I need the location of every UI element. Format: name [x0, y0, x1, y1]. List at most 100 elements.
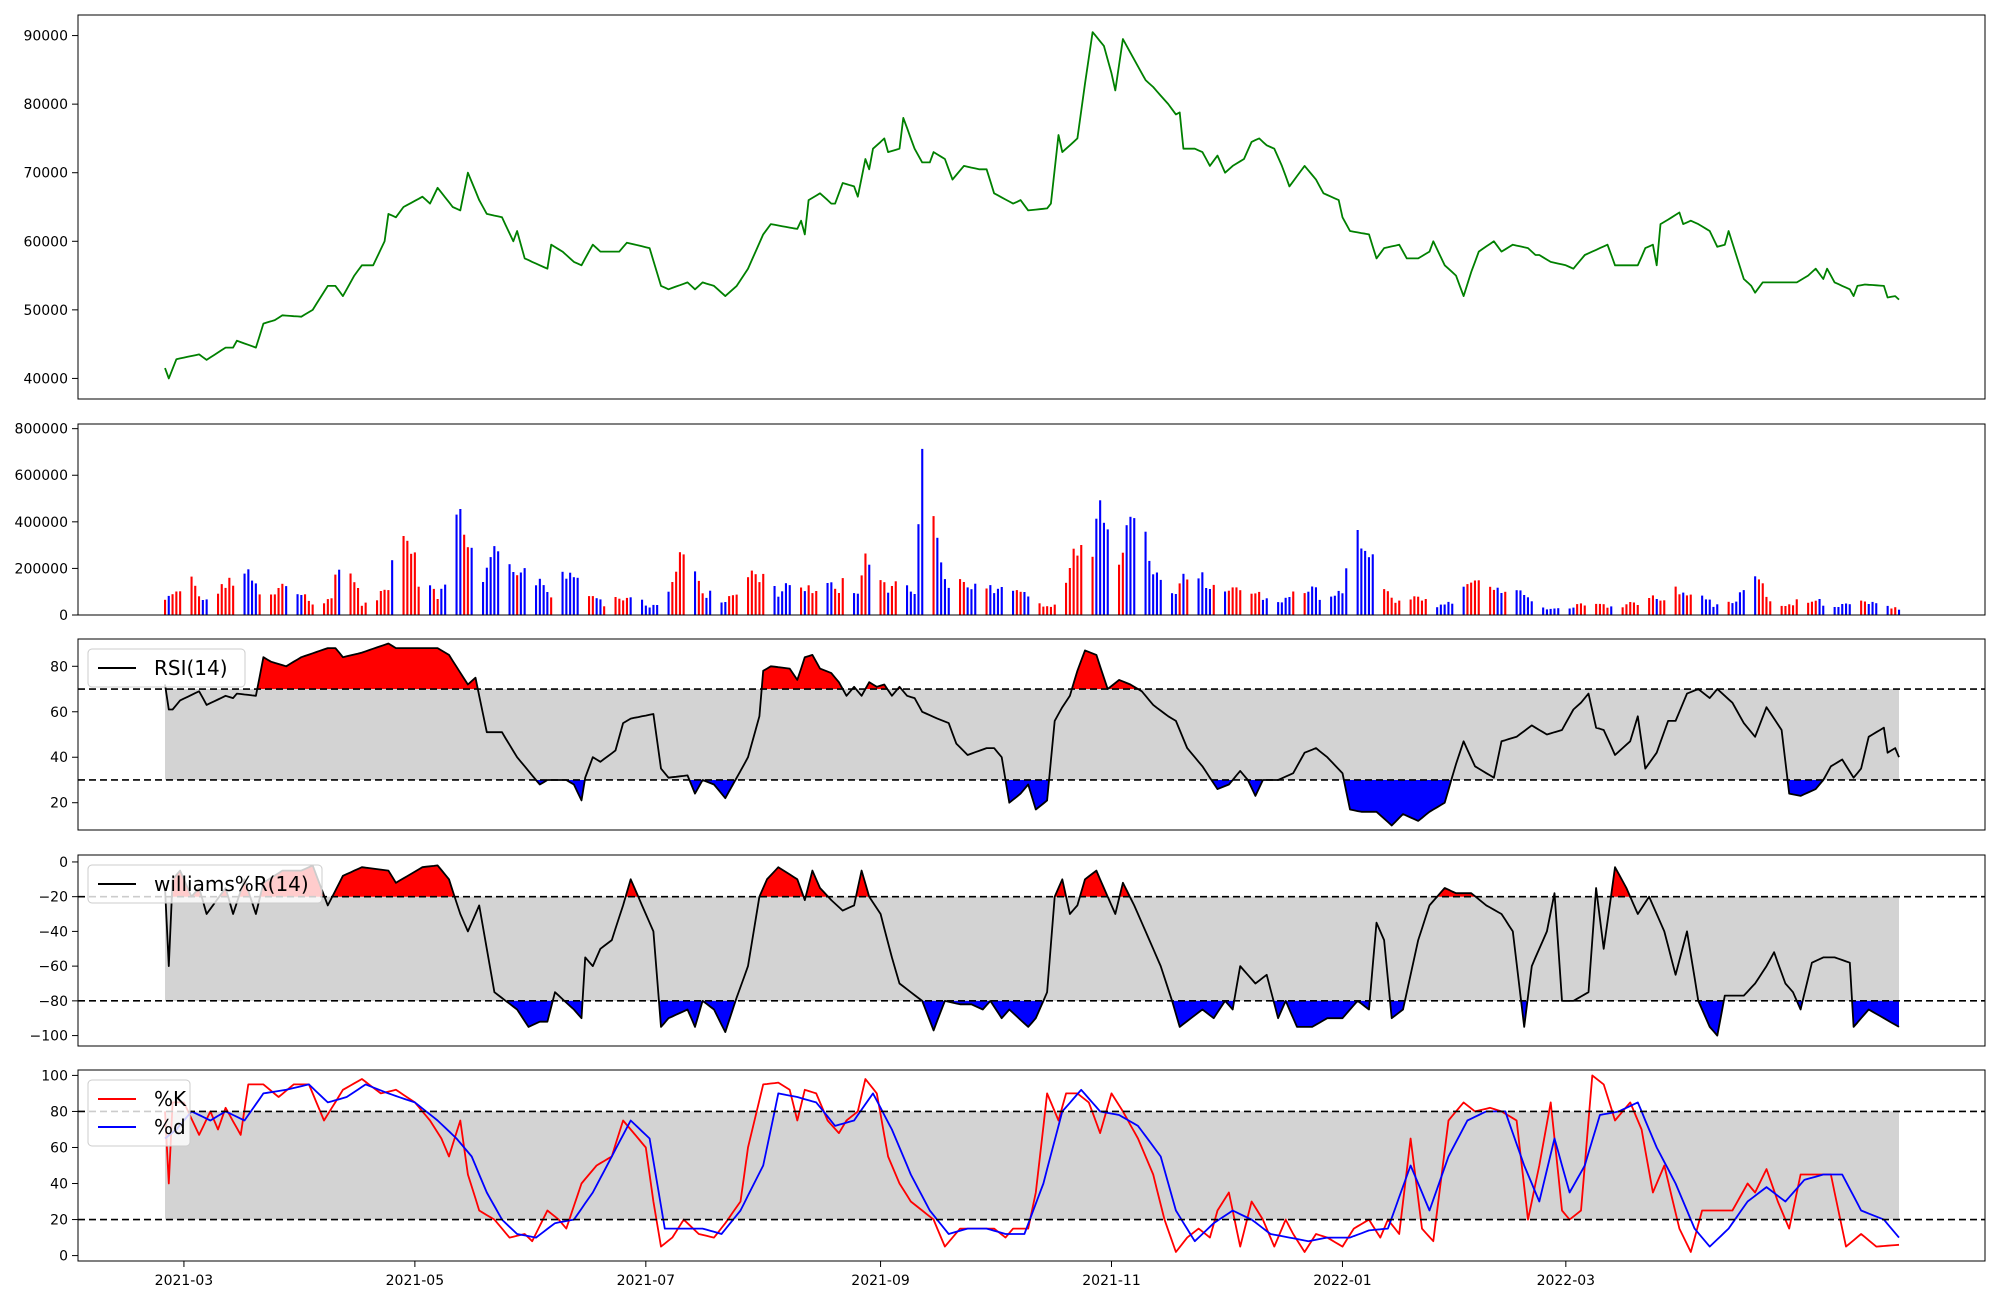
volume-bar — [1436, 607, 1439, 615]
volume-bar — [788, 585, 791, 615]
volume-bar — [1076, 555, 1079, 615]
volume-bar — [285, 586, 288, 615]
volume-bar — [1012, 590, 1015, 615]
volume-bar — [1682, 592, 1685, 615]
volume-bar — [678, 552, 681, 615]
volume-bar — [781, 591, 784, 615]
volume-bar — [1845, 603, 1848, 615]
volume-bar — [1648, 598, 1651, 615]
volume-bar — [932, 516, 935, 615]
volume-bar — [1602, 604, 1605, 615]
stochastic-panel: 0 20 40 60 80 100 %K %d — [41, 1068, 1986, 1265]
volume-bar — [1837, 607, 1840, 615]
volume-bar — [247, 569, 250, 615]
y-tick-label: −80 — [38, 994, 68, 1010]
volume-bar — [1152, 574, 1155, 615]
volume-bar — [1277, 602, 1280, 615]
volume-bar — [784, 583, 787, 615]
volume-bar — [614, 597, 617, 615]
volume-bar — [993, 593, 996, 615]
volume-bar — [1091, 556, 1094, 615]
volume-bar — [1390, 597, 1393, 615]
neutral-band-2 — [165, 689, 1899, 780]
volume-bar — [387, 590, 390, 615]
y-tick-label: 80 — [50, 1104, 68, 1120]
volume-bar — [1000, 587, 1003, 615]
volume-bar — [535, 585, 538, 615]
volume-bar — [1398, 600, 1401, 615]
y-tick-label: 60000 — [23, 234, 68, 250]
volume-bar — [1171, 593, 1174, 615]
plot-frame-1 — [77, 423, 1986, 616]
volume-bar — [296, 594, 299, 615]
price-panel: 40000 50000 60000 70000 80000 90000 — [23, 14, 1986, 400]
volume-bar — [1345, 568, 1348, 615]
volume-bar — [1470, 582, 1473, 615]
volume-bar — [1568, 608, 1571, 615]
legend-label: %K — [154, 1087, 187, 1111]
plot-area-0 — [78, 15, 1985, 399]
volume-bar — [1492, 589, 1495, 615]
stoch-d-line — [164, 1083, 1900, 1248]
volume-bar — [561, 571, 564, 615]
y-tick-label: 0 — [59, 1249, 68, 1265]
plot-frame-0 — [77, 14, 1986, 400]
x-tick-label: 2021-05 — [386, 1273, 445, 1289]
volume-bar — [440, 588, 443, 615]
volume-bar — [1553, 608, 1556, 615]
x-tick-label: 2022-01 — [1313, 1273, 1372, 1289]
volume-bar — [1174, 594, 1177, 615]
volume-bar — [1765, 596, 1768, 615]
volume-bar — [1595, 603, 1598, 615]
volume-bar — [338, 569, 341, 615]
volume-bar — [1424, 599, 1427, 615]
volume-bar — [830, 582, 833, 615]
volume-bar — [538, 578, 541, 615]
volume-bar — [273, 594, 276, 615]
volume-bar — [1284, 597, 1287, 615]
volume-bar — [254, 583, 257, 615]
volume-bar — [837, 593, 840, 615]
plot-frame-2 — [77, 638, 1986, 831]
volume-bar — [864, 553, 867, 615]
volume-bar — [815, 591, 818, 615]
volume-bar — [179, 591, 182, 615]
volume-bar — [489, 557, 492, 615]
volume-bar — [629, 597, 632, 615]
volume-bar — [1610, 606, 1613, 615]
volume-bar — [1519, 590, 1522, 615]
volume-bar — [826, 583, 829, 615]
volume-bar — [868, 564, 871, 615]
volume-bar — [1303, 593, 1306, 615]
volume-bar — [834, 588, 837, 615]
volume-bar — [758, 582, 761, 615]
volume-bar — [270, 594, 273, 615]
volume-bar — [569, 572, 572, 615]
volume-bar — [232, 585, 235, 615]
volume-bar — [1394, 602, 1397, 615]
volume-bar — [1212, 584, 1215, 615]
volume-bar — [1500, 593, 1503, 615]
y-tick-label: 600000 — [15, 468, 68, 484]
volume-bar — [641, 599, 644, 615]
volume-bar — [1417, 596, 1420, 615]
volume-bar — [1542, 607, 1545, 615]
volume-bar — [856, 593, 859, 615]
volume-bar — [1689, 594, 1692, 615]
volume-bar — [1383, 589, 1386, 615]
y-tick-label: 60 — [50, 705, 68, 721]
volume-bar — [1364, 550, 1367, 615]
volume-bar — [550, 597, 553, 615]
volume-bar — [1841, 604, 1844, 615]
y-tick-label: 80000 — [23, 97, 68, 113]
volume-bar — [1144, 531, 1147, 615]
volume-bar — [432, 588, 435, 615]
y-tick-label: 400000 — [15, 515, 68, 531]
legend-box-2 — [87, 648, 246, 688]
volume-bar — [1019, 591, 1022, 615]
volume-bar — [1265, 598, 1268, 615]
volume-bar — [644, 605, 647, 615]
volume-bar — [470, 547, 473, 615]
volume-bar — [1439, 604, 1442, 615]
volume-bar — [728, 596, 731, 615]
